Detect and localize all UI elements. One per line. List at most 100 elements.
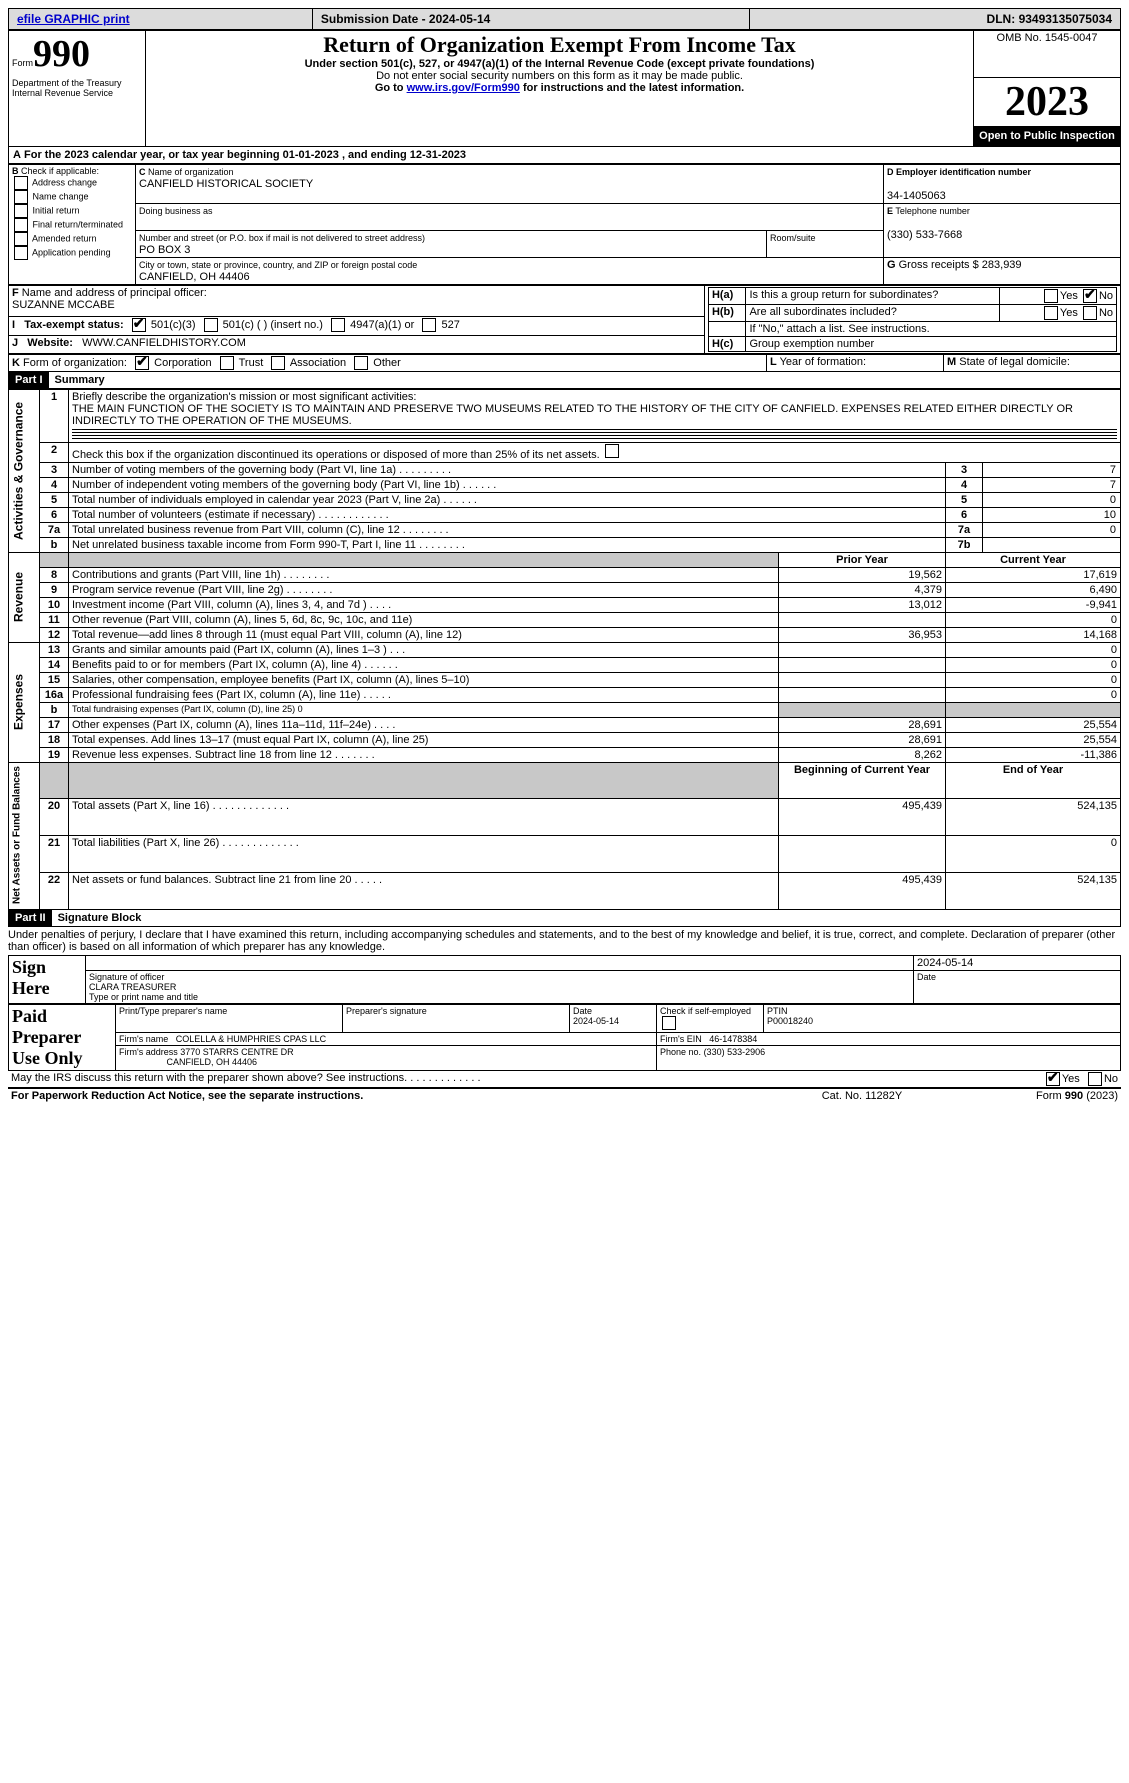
l10: Investment income (Part VIII, column (A)… <box>69 597 779 612</box>
sign-here: Sign Here <box>12 957 50 998</box>
form-sub1: Under section 501(c), 527, or 4947(a)(1)… <box>149 58 970 70</box>
ha-yes[interactable] <box>1044 289 1058 303</box>
p18: 28,691 <box>779 732 946 747</box>
ha-no[interactable] <box>1083 289 1097 303</box>
c12: 14,168 <box>946 627 1121 642</box>
pdate-lbl: Date <box>573 1006 592 1016</box>
chk-527[interactable] <box>422 318 436 332</box>
p14 <box>779 657 946 672</box>
chk-pending[interactable] <box>14 246 28 260</box>
curr-hdr: Current Year <box>946 552 1121 567</box>
chk-amended[interactable] <box>14 232 28 246</box>
c11: 0 <box>946 612 1121 627</box>
chk-501c3[interactable] <box>132 318 146 332</box>
c10: -9,941 <box>946 597 1121 612</box>
p21 <box>779 836 946 873</box>
l-lbl: Year of formation: <box>780 356 866 368</box>
l1v: THE MAIN FUNCTION OF THE SOCIETY IS TO M… <box>72 403 1073 427</box>
efile-link[interactable]: efile GRAPHIC print <box>9 9 313 30</box>
p17: 28,691 <box>779 717 946 732</box>
irs: Internal Revenue Service <box>12 88 142 98</box>
l19: Revenue less expenses. Subtract line 18 … <box>69 747 779 762</box>
k-assoc: Association <box>290 356 346 368</box>
end-hdr: End of Year <box>946 762 1121 799</box>
p9: 4,379 <box>779 582 946 597</box>
v5: 0 <box>983 492 1121 507</box>
chk-final[interactable] <box>14 218 28 232</box>
firmname-lbl: Firm's name <box>119 1034 168 1044</box>
city: CANFIELD, OH 44406 <box>139 271 250 283</box>
l11: Other revenue (Part VIII, column (A), li… <box>69 612 779 627</box>
l9: Program service revenue (Part VIII, line… <box>69 582 779 597</box>
footC: Cat. No. 11282Y <box>759 1089 965 1103</box>
chk-discontinued[interactable] <box>605 444 619 458</box>
c20: 524,135 <box>946 799 1121 836</box>
discuss-yes[interactable] <box>1046 1072 1060 1086</box>
chk-4947[interactable] <box>331 318 345 332</box>
i-cin: 501(c) ( ) (insert no.) <box>223 319 323 331</box>
entity-block: B Check if applicable: Address change Na… <box>8 164 1121 285</box>
b-label: Check if applicable: <box>21 166 99 176</box>
opt-amended: Amended return <box>32 233 97 243</box>
submission-date: Submission Date - 2024-05-14 <box>312 9 749 30</box>
sec-na: Net Assets or Fund Balances <box>9 762 40 909</box>
sec-exp: Expenses <box>9 642 40 762</box>
v7b <box>983 537 1121 552</box>
part1-hdr: Part I <box>9 372 49 388</box>
j-lbl: Website: <box>27 337 73 349</box>
dy: Yes <box>1062 1072 1080 1084</box>
ptname-lbl: Print/Type preparer's name <box>116 1004 343 1032</box>
l6: Total number of volunteers (estimate if … <box>69 507 946 522</box>
opt-final: Final return/terminated <box>33 219 124 229</box>
l2: Check this box if the organization disco… <box>72 449 600 461</box>
no2: No <box>1099 306 1113 318</box>
officer: SUZANNE MCCABE <box>12 299 115 311</box>
chk-other[interactable] <box>354 356 368 370</box>
dba-lbl: Doing business as <box>139 206 213 216</box>
org-name: CANFIELD HISTORICAL SOCIETY <box>139 178 313 190</box>
i-527: 527 <box>442 319 460 331</box>
l12: Total revenue—add lines 8 through 11 (mu… <box>69 627 779 642</box>
hb-yes[interactable] <box>1044 306 1058 320</box>
p12: 36,953 <box>779 627 946 642</box>
form-sub2: Do not enter social security numbers on … <box>149 70 970 82</box>
city-lbl: City or town, state or province, country… <box>139 260 417 270</box>
l17: Other expenses (Part IX, column (A), lin… <box>69 717 779 732</box>
ptin-lbl: PTIN <box>767 1006 788 1016</box>
opt-pending: Application pending <box>32 247 111 257</box>
p10: 13,012 <box>779 597 946 612</box>
i-lbl: Tax-exempt status: <box>24 319 123 331</box>
chk-se[interactable] <box>662 1016 676 1030</box>
p8: 19,562 <box>779 567 946 582</box>
chk-assoc[interactable] <box>271 356 285 370</box>
dn: No <box>1104 1072 1118 1084</box>
f-lbl: Name and address of principal officer: <box>22 287 207 299</box>
form-number: 990 <box>33 33 90 75</box>
dept: Department of the Treasury <box>12 78 142 88</box>
l21: Total liabilities (Part X, line 26) . . … <box>69 836 779 873</box>
irs-link[interactable]: www.irs.gov/Form990 <box>407 82 520 94</box>
chk-address[interactable] <box>14 176 28 190</box>
date-lbl: Date <box>914 970 1121 1003</box>
phone: (330) 533-7668 <box>887 229 962 241</box>
d-lbl: Employer identification number <box>896 167 1031 177</box>
form-header: Form990 Return of Organization Exempt Fr… <box>8 30 1121 147</box>
hb-note: If "No," attach a list. See instructions… <box>746 321 1117 336</box>
chk-name[interactable] <box>14 190 28 204</box>
i-a1: 4947(a)(1) or <box>350 319 414 331</box>
p13 <box>779 642 946 657</box>
p19: 8,262 <box>779 747 946 762</box>
discuss-no[interactable] <box>1088 1072 1102 1086</box>
chk-corp[interactable] <box>135 356 149 370</box>
chk-trust[interactable] <box>220 356 234 370</box>
dln: 93493135075034 <box>1019 12 1112 26</box>
firmaddr-lbl: Firm's address <box>119 1047 178 1057</box>
l3: Number of voting members of the governin… <box>69 462 946 477</box>
checkse: Check if self-employed <box>660 1006 751 1016</box>
part1-title: Summary <box>49 372 111 388</box>
chk-501c[interactable] <box>204 318 218 332</box>
c14: 0 <box>946 657 1121 672</box>
chk-initial[interactable] <box>14 204 28 218</box>
omb: OMB No. 1545-0047 <box>974 31 1121 78</box>
hb-no[interactable] <box>1083 306 1097 320</box>
